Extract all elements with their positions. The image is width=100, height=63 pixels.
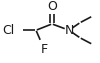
Text: N: N [64,24,74,37]
Text: F: F [40,43,48,56]
Text: O: O [47,0,57,13]
Text: Cl: Cl [2,24,14,37]
